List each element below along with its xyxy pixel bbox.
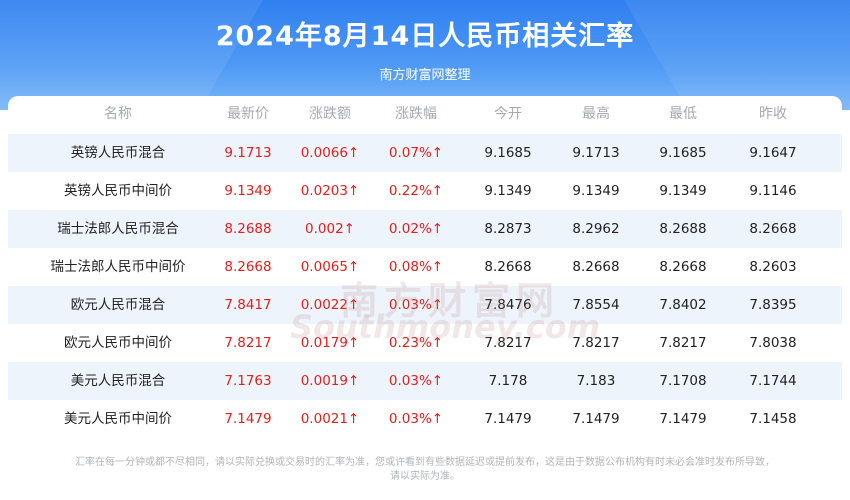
row-pct: 0.03%↑ <box>388 411 444 427</box>
column-header-change: 涨跌额 <box>309 106 351 122</box>
table-row: 英镑人民币混合 9.1713 0.0066↑ 0.07%↑ 9.1685 9.1… <box>8 134 842 172</box>
row-change: 0.002↑ <box>305 221 355 237</box>
table-row: 英镑人民币中间价 9.1349 0.0203↑ 0.22%↑ 9.1349 9.… <box>8 172 842 210</box>
row-high: 8.2668 <box>572 259 620 275</box>
row-prev: 7.1744 <box>749 373 797 389</box>
row-latest: 7.1479 <box>224 411 272 427</box>
row-prev: 8.2603 <box>749 259 797 275</box>
row-low: 7.1708 <box>659 373 707 389</box>
row-pct: 0.08%↑ <box>388 259 444 275</box>
row-name: 美元人民币中间价 <box>64 411 172 427</box>
row-change: 0.0179↑ <box>300 335 360 351</box>
table-row: 欧元人民币中间价 7.8217 0.0179↑ 0.23%↑ 7.8217 7.… <box>8 324 842 362</box>
row-open: 8.2668 <box>484 259 532 275</box>
row-change: 0.0065↑ <box>300 259 360 275</box>
row-name: 瑞士法郎人民币中间价 <box>50 259 186 275</box>
row-open: 8.2873 <box>484 221 532 237</box>
row-low: 7.1479 <box>659 411 707 427</box>
page-title: 2024年8月14日人民币相关汇率 <box>215 21 635 52</box>
row-name: 美元人民币混合 <box>70 373 166 389</box>
row-latest: 7.8417 <box>224 297 272 313</box>
row-open: 9.1685 <box>484 145 532 161</box>
row-high: 7.8217 <box>572 335 620 351</box>
row-pct: 0.07%↑ <box>388 145 444 161</box>
row-pct: 0.23%↑ <box>388 335 444 351</box>
table-row: 瑞士法郎人民币中间价 8.2668 0.0065↑ 0.08%↑ 8.2668 … <box>8 248 842 286</box>
page-subtitle: 南方财富网整理 <box>379 68 471 83</box>
row-latest: 8.2668 <box>224 259 272 275</box>
row-change: 0.0203↑ <box>300 183 360 199</box>
row-pct: 0.02%↑ <box>388 221 444 237</box>
row-change: 0.0021↑ <box>300 411 360 427</box>
header-banner: 2024年8月14日人民币相关汇率 南方财富网整理 <box>0 0 850 110</box>
disclaimer-line-1: 汇率在每一分钟或都不尽相同，请以实际兑换或交易时的汇率为准，您或许看到有些数据延… <box>75 457 775 468</box>
table-row: 美元人民币混合 7.1763 0.0019↑ 0.03%↑ 7.178 7.18… <box>8 362 842 400</box>
row-prev: 7.1458 <box>749 411 797 427</box>
row-change: 0.0066↑ <box>300 145 360 161</box>
row-latest: 9.1713 <box>224 145 272 161</box>
row-change: 0.0022↑ <box>300 297 360 313</box>
row-open: 7.8476 <box>484 297 532 313</box>
row-open: 7.178 <box>488 373 528 389</box>
row-high: 8.2962 <box>572 221 620 237</box>
column-header-latest: 最新价 <box>227 106 269 122</box>
row-high: 7.1479 <box>572 411 620 427</box>
column-header-pct: 涨跌幅 <box>395 106 437 122</box>
row-pct: 0.22%↑ <box>388 183 444 199</box>
row-open: 7.8217 <box>484 335 532 351</box>
row-high: 9.1713 <box>572 145 620 161</box>
table-row: 美元人民币中间价 7.1479 0.0021↑ 0.03%↑ 7.1479 7.… <box>8 400 842 438</box>
row-name: 欧元人民币混合 <box>70 297 166 313</box>
row-prev: 7.8395 <box>749 297 797 313</box>
row-latest: 8.2688 <box>224 221 272 237</box>
column-header-name: 名称 <box>104 106 132 122</box>
row-low: 8.2688 <box>659 221 707 237</box>
row-latest: 7.8217 <box>224 335 272 351</box>
row-high: 9.1349 <box>572 183 620 199</box>
disclaimer: 汇率在每一分钟或都不尽相同，请以实际兑换或交易时的汇率为准，您或许看到有些数据延… <box>0 456 850 484</box>
row-name: 英镑人民币中间价 <box>64 183 172 199</box>
row-low: 7.8402 <box>659 297 707 313</box>
row-open: 9.1349 <box>484 183 532 199</box>
disclaimer-line-2: 请以实际为准。 <box>390 471 460 482</box>
column-header-prev: 昨收 <box>759 106 787 122</box>
row-low: 7.8217 <box>659 335 707 351</box>
table-header: 名称 最新价 涨跌额 涨跌幅 今开 最高 最低 昨收 <box>8 96 842 134</box>
column-header-open: 今开 <box>494 106 522 122</box>
row-latest: 9.1349 <box>224 183 272 199</box>
row-latest: 7.1763 <box>224 373 272 389</box>
column-header-low: 最低 <box>669 106 697 122</box>
row-prev: 7.8038 <box>749 335 797 351</box>
row-pct: 0.03%↑ <box>388 373 444 389</box>
row-name: 英镑人民币混合 <box>70 145 166 161</box>
row-prev: 9.1146 <box>749 183 797 199</box>
rate-table: 名称 最新价 涨跌额 涨跌幅 今开 最高 最低 昨收 英镑人民币混合 9.171… <box>8 96 842 448</box>
row-change: 0.0019↑ <box>300 373 360 389</box>
row-open: 7.1479 <box>484 411 532 427</box>
row-prev: 9.1647 <box>749 145 797 161</box>
row-name: 欧元人民币中间价 <box>64 335 172 351</box>
row-high: 7.8554 <box>572 297 620 313</box>
table-row: 欧元人民币混合 7.8417 0.0022↑ 0.03%↑ 7.8476 7.8… <box>8 286 842 324</box>
row-low: 8.2668 <box>659 259 707 275</box>
row-low: 9.1349 <box>659 183 707 199</box>
row-pct: 0.03%↑ <box>388 297 444 313</box>
column-header-high: 最高 <box>582 106 610 122</box>
row-low: 9.1685 <box>659 145 707 161</box>
row-high: 7.183 <box>576 373 616 389</box>
row-name: 瑞士法郎人民币混合 <box>57 221 179 237</box>
row-prev: 8.2668 <box>749 221 797 237</box>
table-row: 瑞士法郎人民币混合 8.2688 0.002↑ 0.02%↑ 8.2873 8.… <box>8 210 842 248</box>
